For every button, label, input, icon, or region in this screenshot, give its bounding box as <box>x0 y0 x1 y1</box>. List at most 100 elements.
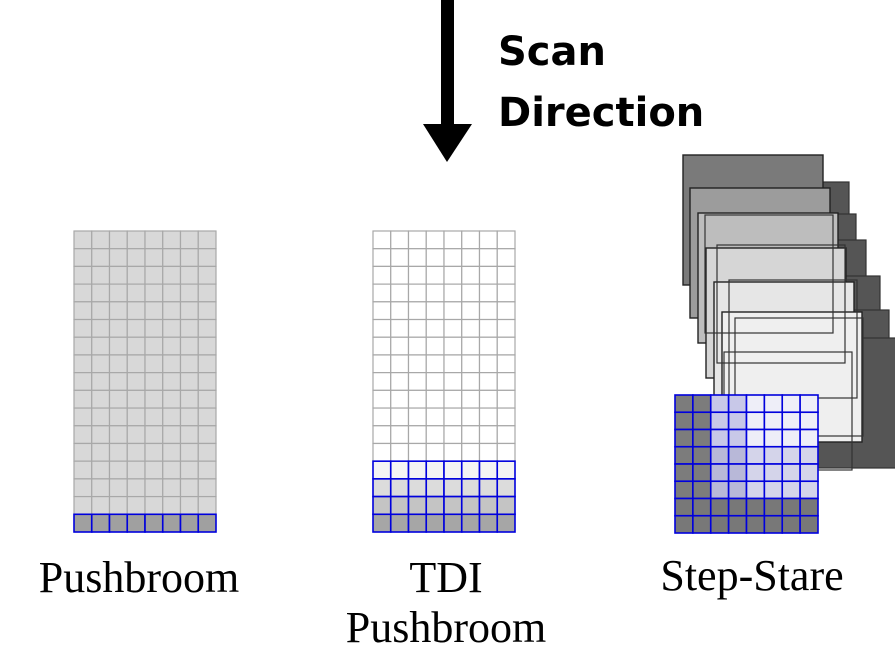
pushbroom-pixel <box>144 336 164 356</box>
pushbroom-pixel <box>144 478 164 498</box>
pushbroom-pixel <box>126 336 146 356</box>
tdi-pixel <box>407 265 427 285</box>
step-stare-active-pixel <box>692 394 712 414</box>
pushbroom-pixel <box>162 248 182 268</box>
tdi-pixel <box>478 354 498 374</box>
tdi-pixel <box>443 372 463 391</box>
step-stare-active-pixel <box>799 428 819 448</box>
pushbroom-pixel <box>126 372 146 391</box>
tdi-pixel <box>478 336 498 356</box>
pushbroom-pixel <box>144 265 164 285</box>
pushbroom-pixel <box>91 442 111 462</box>
pushbroom-pixel <box>108 478 128 498</box>
pushbroom-pixel <box>126 318 146 338</box>
pushbroom-pixel <box>162 389 182 409</box>
pushbroom-pixel <box>108 336 128 356</box>
tdi-pixel <box>461 248 481 268</box>
step-stare-active-pixel <box>692 514 712 534</box>
pushbroom-pixel <box>144 354 164 374</box>
tdi-pixel <box>390 354 410 374</box>
tdi-active-pixel <box>425 460 445 480</box>
tdi-active-pixel <box>460 478 481 498</box>
tdi-active-pixel <box>407 460 428 480</box>
tdi-pixel <box>496 283 516 303</box>
pushbroom-pixel <box>73 407 93 427</box>
pushbroom-pixel <box>108 265 128 285</box>
tdi-pixel <box>443 301 463 321</box>
step-stare-active-pixel <box>709 480 730 500</box>
pushbroom-pixel <box>144 230 164 250</box>
pushbroom-pixel <box>108 407 128 427</box>
step-stare-active-pixel <box>709 463 730 483</box>
tdi-pixel <box>461 389 481 409</box>
tdi-label-line1: TDI <box>409 553 482 602</box>
pushbroom-pixel <box>73 248 93 268</box>
step-stare-active-pixel <box>692 428 712 448</box>
tdi-pixel <box>407 372 427 391</box>
pushbroom-pixel <box>108 318 128 338</box>
tdi-pixel <box>425 283 445 303</box>
pushbroom-pixel <box>91 460 111 480</box>
tdi-active-pixel <box>443 495 463 516</box>
tdi-pixel <box>443 318 463 338</box>
tdi-pixel <box>407 442 427 462</box>
pushbroom-pixel <box>179 230 199 250</box>
pushbroom-pixel <box>197 301 217 321</box>
pushbroom-pixel <box>179 318 199 338</box>
pushbroom-pixel <box>126 283 146 303</box>
tdi-active-pixel <box>460 495 481 516</box>
tdi-active-pixel <box>460 460 481 480</box>
tdi-active-pixel <box>478 513 499 533</box>
tdi-active-pixel <box>389 460 410 480</box>
pushbroom-pixel <box>108 460 128 480</box>
tdi-pixel <box>425 407 445 427</box>
tdi-detector-grid <box>372 230 516 533</box>
pushbroom-pixel <box>144 301 164 321</box>
pushbroom-pixel <box>179 248 199 268</box>
step-stare-active-pixel <box>674 514 694 534</box>
step-stare-active-pixel <box>727 428 748 448</box>
pushbroom-pixel <box>144 407 164 427</box>
pushbroom-pixel <box>91 265 111 285</box>
pushbroom-pixel <box>108 389 128 409</box>
pushbroom-pixel <box>197 460 217 480</box>
tdi-pixel <box>496 354 516 374</box>
tdi-pixel <box>372 283 392 303</box>
pushbroom-pixel <box>73 425 93 445</box>
tdi-pixel <box>461 442 481 462</box>
pushbroom-pixel <box>126 265 146 285</box>
pushbroom-pixel <box>73 354 93 374</box>
tdi-pixel <box>372 265 392 285</box>
pushbroom-pixel <box>179 283 199 303</box>
tdi-active-pixel <box>496 495 516 516</box>
step-stare-active-pixel <box>692 497 712 517</box>
pushbroom-pixel <box>73 442 93 462</box>
tdi-pixel <box>496 248 516 268</box>
tdi-pixel <box>496 301 516 321</box>
tdi-pixel <box>390 283 410 303</box>
tdi-pixel <box>390 372 410 391</box>
tdi-active-pixel <box>407 513 428 533</box>
tdi-pixel <box>407 248 427 268</box>
step-stare-active-pixel <box>799 463 819 483</box>
tdi-pixel <box>478 318 498 338</box>
tdi-pixel <box>407 407 427 427</box>
arrow-shaft <box>441 0 454 128</box>
tdi-pixel <box>496 336 516 356</box>
tdi-active-pixel <box>496 513 516 533</box>
step-stare-active-pixel <box>763 497 784 517</box>
step-stare-active-pixel <box>674 428 694 448</box>
pushbroom-pixel <box>73 301 93 321</box>
pushbroom-pixel <box>162 301 182 321</box>
pushbroom-pixel <box>197 495 217 515</box>
tdi-active-pixel <box>425 478 445 498</box>
pushbroom-pixel <box>144 425 164 445</box>
tdi-pixel <box>407 354 427 374</box>
pushbroom-active-pixel <box>144 513 164 533</box>
tdi-active-pixel <box>478 495 499 516</box>
pushbroom-pixel <box>108 283 128 303</box>
tdi-active-pixel <box>389 495 410 516</box>
tdi-pixel <box>372 318 392 338</box>
pushbroom-pixel <box>91 354 111 374</box>
